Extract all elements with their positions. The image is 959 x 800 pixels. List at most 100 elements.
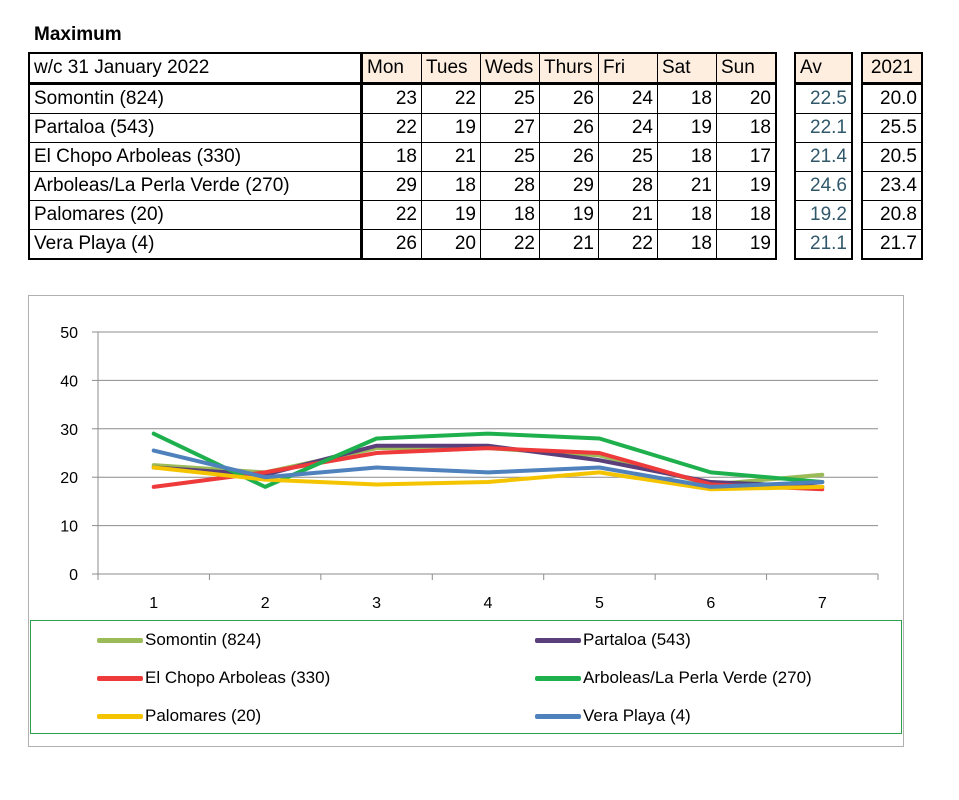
week-label: w/c 31 January 2022 — [28, 52, 363, 85]
legend-label: Arboleas/La Perla Verde (270) — [583, 668, 812, 687]
chart-frame — [28, 295, 904, 747]
temp-value: 22 — [598, 229, 658, 260]
temp-value: 19 — [421, 200, 481, 230]
table-row: 22.5 — [794, 83, 853, 114]
average-value: 19.2 — [794, 200, 853, 230]
average-table: Av 22.5 22.1 21.4 24.6 19.2 21.1 — [794, 52, 853, 260]
average-value: 21.4 — [794, 142, 853, 172]
table-row: Palomares (20) 22 19 18 19 21 18 18 — [28, 200, 777, 230]
temp-value: 21 — [657, 171, 717, 201]
temp-value: 19 — [539, 200, 599, 230]
temp-value: 21 — [539, 229, 599, 260]
temp-value: 29 — [361, 171, 422, 201]
x-tick-label: 7 — [818, 595, 827, 612]
station-name: Vera Playa (4) — [28, 229, 363, 260]
temp-value: 22 — [361, 200, 422, 230]
temp-value: 23 — [361, 83, 422, 114]
x-tick-label: 6 — [706, 595, 715, 612]
x-tick-label: 1 — [149, 595, 158, 612]
temp-value: 18 — [716, 200, 777, 230]
table-row: Partaloa (543) 22 19 27 26 24 19 18 — [28, 113, 777, 143]
temp-value: 26 — [539, 83, 599, 114]
legend-item: Palomares (20) — [97, 704, 261, 728]
legend-swatch — [97, 638, 143, 644]
table-row: El Chopo Arboleas (330) 18 21 25 26 25 18 17 — [28, 142, 777, 172]
temp-value: 18 — [361, 142, 422, 172]
page-title: Maximum — [34, 24, 122, 45]
prev-year-value: 20.0 — [861, 83, 923, 114]
legend-item: Partaloa (543) — [535, 628, 691, 652]
legend-item: Arboleas/La Perla Verde (270) — [535, 666, 812, 690]
legend-swatch — [535, 676, 581, 682]
legend-swatch — [97, 676, 143, 682]
temp-value: 21 — [598, 200, 658, 230]
legend-item: Vera Playa (4) — [535, 704, 691, 728]
av-header: Av — [794, 52, 853, 85]
table-row: 20.5 — [861, 142, 923, 172]
temp-value: 20 — [421, 229, 481, 260]
series-line — [151, 448, 825, 489]
series-line — [151, 465, 825, 492]
day-header: Sun — [716, 52, 777, 85]
temp-value: 26 — [539, 142, 599, 172]
y-tick-label: 10 — [60, 519, 78, 536]
station-name: Palomares (20) — [28, 200, 363, 230]
temp-value: 19 — [657, 113, 717, 143]
table-row: Vera Playa (4) 26 20 22 21 22 18 19 — [28, 229, 777, 260]
legend-swatch — [97, 714, 143, 720]
table-row: 21.7 — [861, 229, 923, 260]
temp-value: 28 — [480, 171, 540, 201]
y-tick-label: 40 — [60, 373, 78, 390]
y-tick-label: 20 — [60, 470, 78, 487]
temp-value: 18 — [421, 171, 481, 201]
table-row: 20.8 — [861, 200, 923, 230]
series-line — [151, 446, 825, 492]
temp-value: 18 — [480, 200, 540, 230]
legend-swatch — [535, 714, 581, 720]
table-row: 19.2 — [794, 200, 853, 230]
temp-value: 18 — [657, 229, 717, 260]
prev-year-header: 2021 — [861, 52, 923, 85]
temp-value: 26 — [361, 229, 422, 260]
line-chart: 0 10 20 30 40 50 1 2 3 4 5 6 7 — [60, 325, 879, 612]
table-row: 22.1 — [794, 113, 853, 143]
legend-item: El Chopo Arboleas (330) — [97, 666, 330, 690]
day-header: Fri — [598, 52, 658, 85]
station-name: Somontin (824) — [28, 83, 363, 114]
legend-label: El Chopo Arboleas (330) — [145, 668, 331, 687]
temp-value: 17 — [716, 142, 777, 172]
day-header: Tues — [421, 52, 481, 85]
temp-value: 18 — [657, 200, 717, 230]
prev-year-value: 20.5 — [861, 142, 923, 172]
average-value: 22.5 — [794, 83, 853, 114]
table-header-row: w/c 31 January 2022 Mon Tues Weds Thurs Fri Sa… — [28, 52, 777, 85]
temp-value: 26 — [539, 113, 599, 143]
average-value: 22.1 — [794, 113, 853, 143]
y-tick-label: 0 — [69, 567, 78, 584]
temp-value: 19 — [716, 171, 777, 201]
day-header: Thurs — [539, 52, 599, 85]
legend-label: Vera Playa (4) — [583, 706, 691, 725]
average-value: 21.1 — [794, 229, 853, 260]
legend-label: Somontin (824) — [145, 630, 262, 649]
y-tick-label: 50 — [60, 325, 78, 342]
data-table: w/c 31 January 2022 Mon Tues Weds Thurs Fri Sa… — [28, 52, 777, 260]
temp-value: 21 — [421, 142, 481, 172]
temp-value: 25 — [480, 83, 540, 114]
temp-value: 20 — [716, 83, 777, 114]
table-row: Somontin (824) 23 22 25 26 24 18 20 — [28, 83, 777, 114]
chart-legend: Somontin (824) Partaloa (543) El Chopo Arb… — [30, 620, 902, 734]
table-row: 21.4 — [794, 142, 853, 172]
legend-label: Palomares (20) — [145, 706, 262, 725]
series-line — [151, 443, 825, 489]
x-tick-label: 5 — [595, 595, 604, 612]
previous-year-table: 2021 20.0 25.5 20.5 23.4 20.8 21.7 — [861, 52, 923, 260]
temp-value: 19 — [716, 229, 777, 260]
table-row: 20.0 — [861, 83, 923, 114]
y-tick-label: 30 — [60, 422, 78, 439]
table-row: 23.4 — [861, 171, 923, 201]
x-tick-label: 4 — [484, 595, 493, 612]
day-header: Sat — [657, 52, 717, 85]
station-name: El Chopo Arboleas (330) — [28, 142, 363, 172]
table-row: 21.1 — [794, 229, 853, 260]
